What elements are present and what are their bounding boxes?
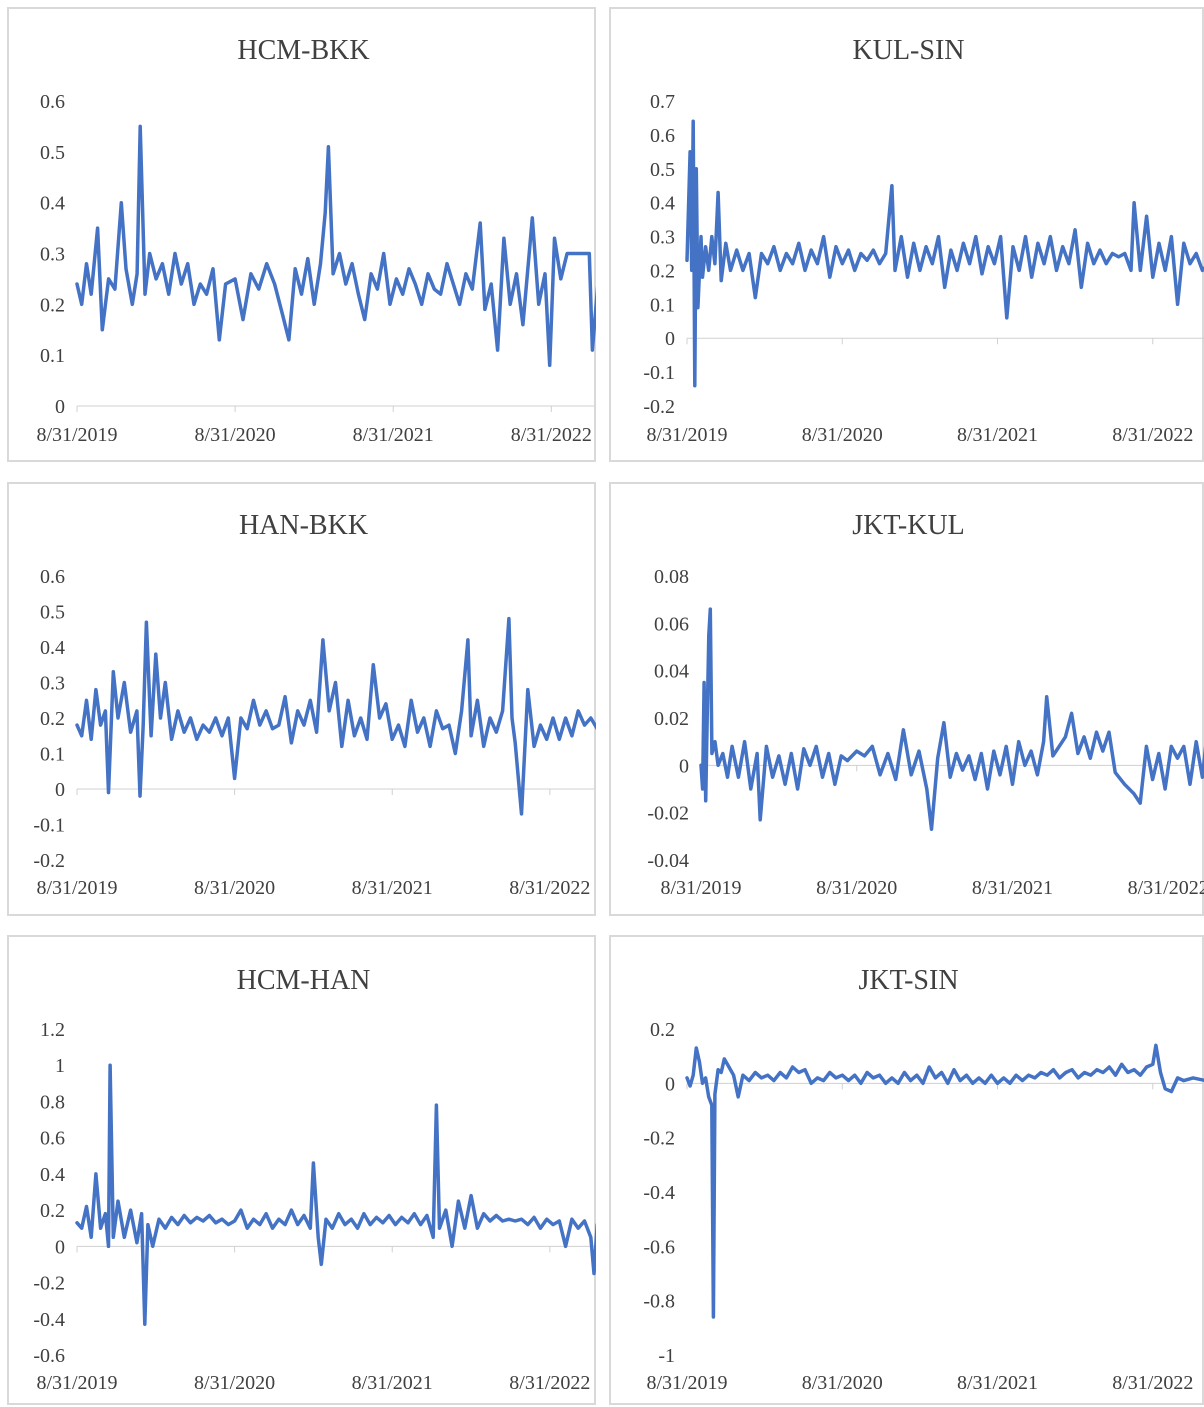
series-line [75, 1063, 596, 1326]
y-tick-label: 0.1 [650, 294, 675, 316]
y-tick-label: 0 [665, 1073, 675, 1095]
y-tick-label: 0.04 [654, 661, 689, 683]
y-tick-label: -0.6 [33, 1345, 65, 1367]
x-tick-label: 8/31/2022 [1128, 877, 1204, 899]
x-tick-label: 8/31/2019 [660, 877, 741, 899]
chart-svg-5: HCM-HAN 1.2 1 0.8 0.6 0.4 0.2 0 -0.2 -0.4 -0.6 8/31… [33, 965, 596, 1394]
y-tick-label: -0.6 [643, 1236, 675, 1258]
y-tick-label: 0.3 [40, 673, 65, 695]
chart-panel-5: HCM-HAN 1.2 1 0.8 0.6 0.4 0.2 0 -0.2 -0.4 -0.6 8/31… [7, 935, 596, 1405]
chart-panel-1: HCM-BKK 0.6 0.5 0.4 0.3 0.2 0.1 0 8/31/2019 8/31/… [7, 7, 596, 462]
y-tick-label: -0.04 [647, 850, 689, 872]
y-tick-label: -0.1 [33, 815, 65, 837]
chart-panel-6: JKT-SIN 0.2 0 -0.2 -0.4 -0.6 -0.8 -1 8/31/2019 8/… [609, 935, 1204, 1405]
y-tick-label: 0.6 [40, 91, 65, 113]
series-line [699, 607, 1204, 831]
series-line [685, 119, 1204, 388]
y-tick-label: 0 [679, 755, 689, 777]
y-tick-label: 0.06 [654, 613, 689, 635]
chart-svg-4: JKT-KUL 0.08 0.06 0.04 0.02 0 -0.02 -0.04 8/31/2… [647, 510, 1204, 899]
y-tick-label: -0.2 [33, 850, 65, 872]
chart-svg-2: KUL-SIN 0.7 0.6 0.5 0.4 0.3 0.2 0.1 0 -0.1 -0.2 8/3… [643, 35, 1204, 446]
x-tick-label: 8/31/2019 [646, 424, 727, 446]
y-tick-label: 0.1 [40, 744, 65, 766]
y-tick-label: -0.2 [33, 1273, 65, 1295]
chart-title: HCM-HAN [237, 965, 371, 996]
x-tick-label: 8/31/2022 [1112, 424, 1193, 446]
y-tick-label: 0.1 [40, 345, 65, 367]
x-tick-label: 8/31/2020 [816, 877, 897, 899]
y-tick-label: 0.5 [650, 159, 675, 181]
x-tick-label: 8/31/2021 [957, 1372, 1038, 1394]
y-tick-label: 0.2 [40, 294, 65, 316]
x-tick-label: 8/31/2022 [509, 1372, 590, 1394]
y-tick-label: 0.08 [654, 566, 689, 588]
series-line [685, 1043, 1204, 1319]
x-tick-label: 8/31/2022 [511, 424, 592, 446]
y-tick-label: 0.6 [40, 566, 65, 588]
x-tick-label: 8/31/2022 [509, 877, 590, 899]
y-tick-label: -0.8 [643, 1291, 675, 1313]
y-tick-label: 1.2 [40, 1019, 65, 1041]
y-tick-label: 0 [55, 396, 65, 418]
series-line [75, 616, 596, 816]
y-tick-label: 0 [665, 328, 675, 350]
y-tick-label: 0.2 [40, 1200, 65, 1222]
y-tick-label: -0.1 [643, 362, 675, 384]
y-tick-label: -0.4 [643, 1182, 675, 1204]
x-tick-label: 8/31/2020 [194, 1372, 275, 1394]
y-tick-label: -0.02 [647, 803, 689, 825]
y-tick-label: 0.7 [650, 91, 675, 113]
x-tick-label: 8/31/2021 [352, 1372, 433, 1394]
y-tick-label: -0.2 [643, 1128, 675, 1150]
y-tick-label: 0.02 [654, 708, 689, 730]
chart-panel-3: HAN-BKK 0.6 0.5 0.4 0.3 0.2 0.1 0 -0.1 -0.2 8/31/2… [7, 482, 596, 916]
x-tick-label: 8/31/2021 [353, 424, 434, 446]
x-tick-label: 8/31/2019 [36, 424, 117, 446]
y-tick-label: 0.4 [650, 193, 675, 215]
x-tick-label: 8/31/2019 [646, 1372, 727, 1394]
y-tick-label: 0.2 [40, 708, 65, 730]
chart-svg-3: HAN-BKK 0.6 0.5 0.4 0.3 0.2 0.1 0 -0.1 -0.2 8/31/2… [33, 510, 596, 899]
chart-title: HAN-BKK [239, 510, 368, 541]
y-tick-label: 0.2 [650, 1019, 675, 1041]
y-tick-label: 0.3 [40, 244, 65, 266]
y-tick-label: 0.8 [40, 1091, 65, 1113]
chart-svg-1: HCM-BKK 0.6 0.5 0.4 0.3 0.2 0.1 0 8/31/2019 8/31/… [36, 35, 596, 446]
y-tick-label: -0.4 [33, 1309, 65, 1331]
x-tick-label: 8/31/2021 [972, 877, 1053, 899]
chart-title: JKT-SIN [858, 965, 958, 996]
y-tick-label: 0.5 [40, 602, 65, 624]
y-tick-label: -1 [658, 1345, 675, 1367]
chart-svg-6: JKT-SIN 0.2 0 -0.2 -0.4 -0.6 -0.8 -1 8/31/2019 8/… [643, 965, 1204, 1394]
x-tick-label: 8/31/2022 [1112, 1372, 1193, 1394]
y-tick-label: 0 [55, 1236, 65, 1258]
x-tick-label: 8/31/2020 [194, 877, 275, 899]
chart-panel-2: KUL-SIN 0.7 0.6 0.5 0.4 0.3 0.2 0.1 0 -0.1 -0.2 8/3… [609, 7, 1204, 462]
y-tick-label: 0.2 [650, 260, 675, 282]
y-tick-label: 0.3 [650, 227, 675, 249]
chart-title: KUL-SIN [853, 35, 965, 66]
x-tick-label: 8/31/2021 [352, 877, 433, 899]
y-tick-label: 0.6 [40, 1128, 65, 1150]
x-tick-label: 8/31/2019 [36, 1372, 117, 1394]
chart-title: HCM-BKK [237, 35, 369, 66]
y-tick-label: 1 [55, 1055, 65, 1077]
y-tick-label: 0.5 [40, 142, 65, 164]
chart-title: JKT-KUL [852, 510, 965, 541]
y-tick-label: 0 [55, 779, 65, 801]
y-tick-label: 0.4 [40, 1164, 65, 1186]
x-tick-label: 8/31/2020 [802, 1372, 883, 1394]
x-tick-label: 8/31/2020 [195, 424, 276, 446]
chart-panel-4: JKT-KUL 0.08 0.06 0.04 0.02 0 -0.02 -0.04 8/31/2… [609, 482, 1204, 916]
x-tick-label: 8/31/2019 [36, 877, 117, 899]
x-tick-label: 8/31/2021 [957, 424, 1038, 446]
series-line [75, 124, 596, 368]
y-tick-label: -0.2 [643, 396, 675, 418]
y-tick-label: 0.6 [650, 125, 675, 147]
y-tick-label: 0.4 [40, 637, 65, 659]
y-tick-label: 0.4 [40, 193, 65, 215]
x-tick-label: 8/31/2020 [802, 424, 883, 446]
